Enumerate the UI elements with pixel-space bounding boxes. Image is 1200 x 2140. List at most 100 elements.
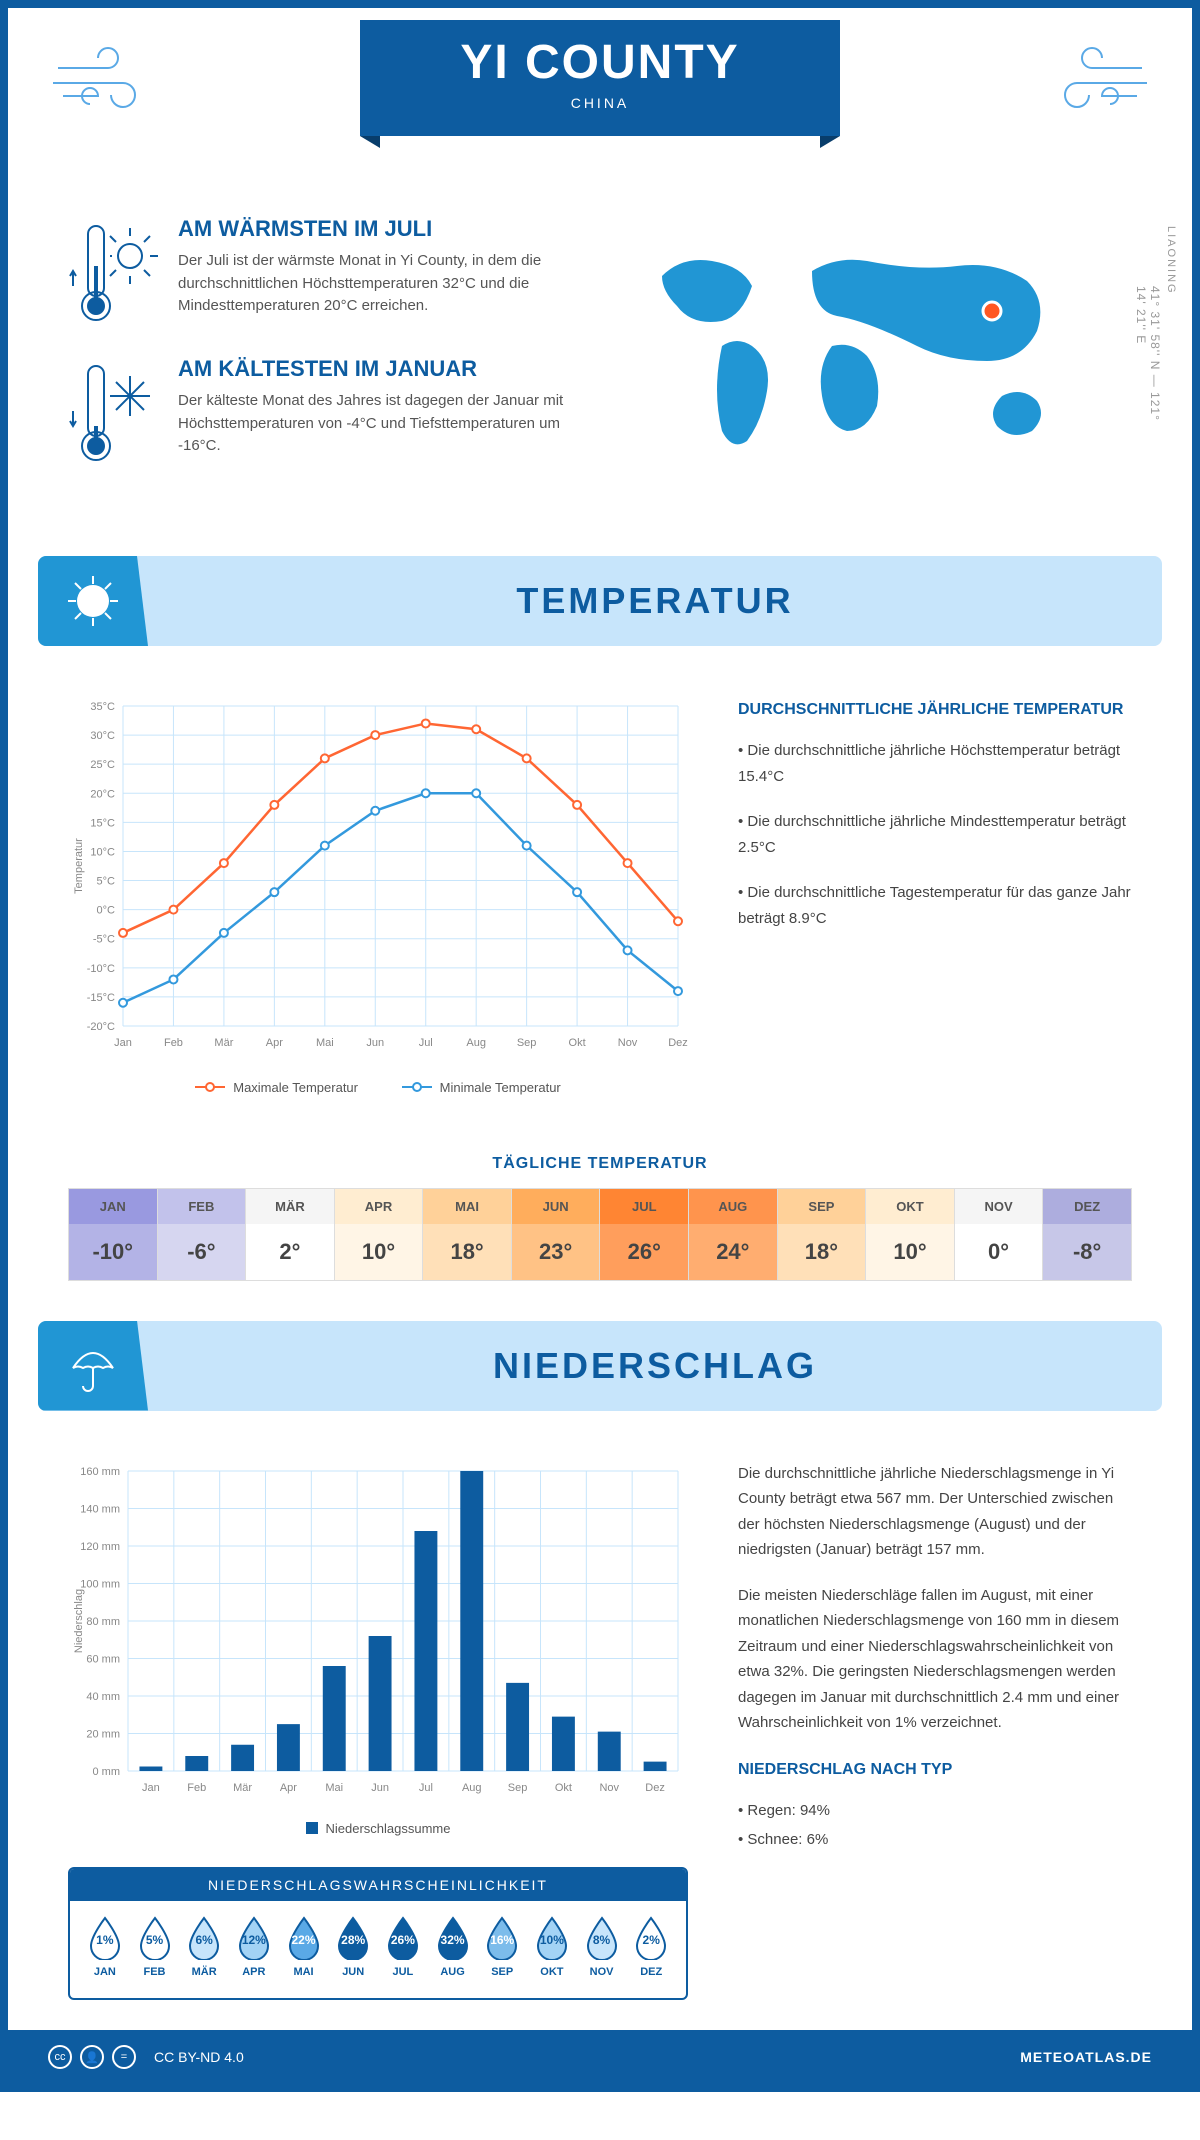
svg-text:Jun: Jun: [371, 1782, 389, 1794]
sun-icon: [63, 571, 123, 631]
thermometer-cold-icon: [68, 356, 158, 466]
by-icon: 👤: [80, 2045, 104, 2069]
svg-text:Jan: Jan: [114, 1037, 132, 1049]
prob-cell: 1%JAN: [80, 1916, 130, 1978]
prob-cell: 22%MAI: [279, 1916, 329, 1978]
subtitle: CHINA: [460, 95, 739, 111]
svg-text:-5°C: -5°C: [93, 934, 115, 946]
cold-title: AM KÄLTESTEN IM JANUAR: [178, 356, 592, 382]
temperature-title: TEMPERATUR: [148, 580, 1162, 622]
license: cc 👤 = CC BY-ND 4.0: [48, 2045, 244, 2069]
warm-info: AM WÄRMSTEN IM JULI Der Juli ist der wär…: [68, 216, 592, 326]
temp-cell: OKT10°: [866, 1189, 955, 1280]
svg-text:Feb: Feb: [164, 1037, 183, 1049]
temp-cell: NOV0°: [955, 1189, 1044, 1280]
prob-cell: 10%OKT: [527, 1916, 577, 1978]
temp-cell: FEB-6°: [158, 1189, 247, 1280]
prob-cell: 8%NOV: [577, 1916, 627, 1978]
svg-text:Aug: Aug: [466, 1037, 486, 1049]
svg-text:Feb: Feb: [187, 1782, 206, 1794]
svg-text:Dez: Dez: [668, 1037, 688, 1049]
precip-probability-box: NIEDERSCHLAGSWAHRSCHEINLICHKEIT 1%JAN5%F…: [68, 1867, 688, 2000]
svg-text:0 mm: 0 mm: [93, 1766, 121, 1778]
svg-text:Apr: Apr: [266, 1037, 283, 1049]
thermometer-hot-icon: [68, 216, 158, 326]
svg-text:Aug: Aug: [462, 1782, 482, 1794]
prob-cell: 2%DEZ: [626, 1916, 676, 1978]
svg-text:5°C: 5°C: [97, 876, 116, 888]
warm-text: Der Juli ist der wärmste Monat in Yi Cou…: [178, 250, 592, 318]
temp-cell: JUN23°: [512, 1189, 601, 1280]
prob-cell: 6%MÄR: [179, 1916, 229, 1978]
svg-text:100 mm: 100 mm: [80, 1578, 120, 1590]
prob-cell: 32%AUG: [428, 1916, 478, 1978]
svg-text:Dez: Dez: [645, 1782, 665, 1794]
svg-text:35°C: 35°C: [90, 701, 115, 713]
precip-section-header: NIEDERSCHLAG: [38, 1321, 1162, 1411]
temperature-line-chart: -20°C -15°C -10°C -5°C 0°C 5°C 10°C 15°C 20°C 25°…: [68, 696, 688, 1056]
prob-cell: 16%SEP: [477, 1916, 527, 1978]
svg-text:Mai: Mai: [316, 1037, 334, 1049]
temp-cell: MAI18°: [423, 1189, 512, 1280]
footer: cc 👤 = CC BY-ND 4.0 METEOATLAS.DE: [8, 2030, 1192, 2084]
wind-icon: [48, 38, 168, 118]
prob-cell: 28%JUN: [328, 1916, 378, 1978]
prob-cell: 5%FEB: [130, 1916, 180, 1978]
umbrella-icon: [63, 1336, 123, 1396]
brand: METEOATLAS.DE: [1020, 2049, 1152, 2065]
svg-text:Mai: Mai: [325, 1782, 343, 1794]
temperature-section-header: TEMPERATUR: [38, 556, 1162, 646]
svg-text:80 mm: 80 mm: [86, 1616, 120, 1628]
temp-cell: SEP18°: [778, 1189, 867, 1280]
svg-text:140 mm: 140 mm: [80, 1503, 120, 1515]
coordinates: 41° 31' 58'' N — 121° 14' 21'' E: [1134, 286, 1162, 426]
cc-icon: cc: [48, 2045, 72, 2069]
precip-text: Die durchschnittliche jährliche Niedersc…: [738, 1461, 1132, 2001]
svg-text:Jun: Jun: [366, 1037, 384, 1049]
svg-text:Jul: Jul: [419, 1037, 433, 1049]
svg-text:15°C: 15°C: [90, 817, 115, 829]
svg-text:Apr: Apr: [280, 1782, 297, 1794]
temperature-stats: DURCHSCHNITTLICHE JÄHRLICHE TEMPERATUR •…: [738, 696, 1132, 1095]
daily-temp-table: JAN-10°FEB-6°MÄR2°APR10°MAI18°JUN23°JUL2…: [68, 1188, 1132, 1281]
svg-text:Nov: Nov: [599, 1782, 619, 1794]
svg-text:Sep: Sep: [517, 1037, 537, 1049]
precip-bar-chart: 0 mm20 mm40 mm60 mm80 mm100 mm120 mm140 …: [68, 1461, 688, 1801]
svg-text:20 mm: 20 mm: [86, 1728, 120, 1740]
svg-text:-15°C: -15°C: [87, 992, 115, 1004]
svg-text:10°C: 10°C: [90, 846, 115, 858]
svg-text:Niederschlag: Niederschlag: [73, 1588, 85, 1652]
temp-cell: JAN-10°: [69, 1189, 158, 1280]
title-banner: YI COUNTY CHINA: [360, 20, 839, 136]
svg-text:Mär: Mär: [214, 1037, 233, 1049]
svg-text:-10°C: -10°C: [87, 963, 115, 975]
nd-icon: =: [112, 2045, 136, 2069]
svg-text:60 mm: 60 mm: [86, 1653, 120, 1665]
temp-cell: MÄR2°: [246, 1189, 335, 1280]
svg-text:Jan: Jan: [142, 1782, 160, 1794]
svg-text:Temperatur: Temperatur: [73, 838, 85, 894]
temp-legend: #sw-max::after{border-color:#ff6633}Maxi…: [68, 1076, 688, 1095]
svg-text:25°C: 25°C: [90, 759, 115, 771]
prob-cell: 26%JUL: [378, 1916, 428, 1978]
temp-cell: DEZ-8°: [1043, 1189, 1131, 1280]
svg-text:40 mm: 40 mm: [86, 1691, 120, 1703]
temp-cell: JUL26°: [600, 1189, 689, 1280]
world-map: LIAONING 41° 31' 58'' N — 121° 14' 21'' …: [632, 216, 1132, 496]
header: YI COUNTY CHINA: [8, 8, 1192, 196]
svg-text:160 mm: 160 mm: [80, 1466, 120, 1478]
wind-icon: [1032, 38, 1152, 118]
cold-info: AM KÄLTESTEN IM JANUAR Der kälteste Mona…: [68, 356, 592, 466]
cold-text: Der kälteste Monat des Jahres ist dagege…: [178, 390, 592, 458]
svg-text:-20°C: -20°C: [87, 1021, 115, 1033]
daily-temp-title: TÄGLICHE TEMPERATUR: [8, 1155, 1192, 1173]
page-title: YI COUNTY: [460, 35, 739, 90]
svg-text:0°C: 0°C: [97, 905, 116, 917]
temp-cell: APR10°: [335, 1189, 424, 1280]
region-label: LIAONING: [1165, 226, 1177, 295]
svg-text:20°C: 20°C: [90, 788, 115, 800]
precip-title: NIEDERSCHLAG: [148, 1345, 1162, 1387]
prob-cell: 12%APR: [229, 1916, 279, 1978]
svg-text:30°C: 30°C: [90, 730, 115, 742]
precip-legend: Niederschlagssumme: [68, 1821, 688, 1838]
